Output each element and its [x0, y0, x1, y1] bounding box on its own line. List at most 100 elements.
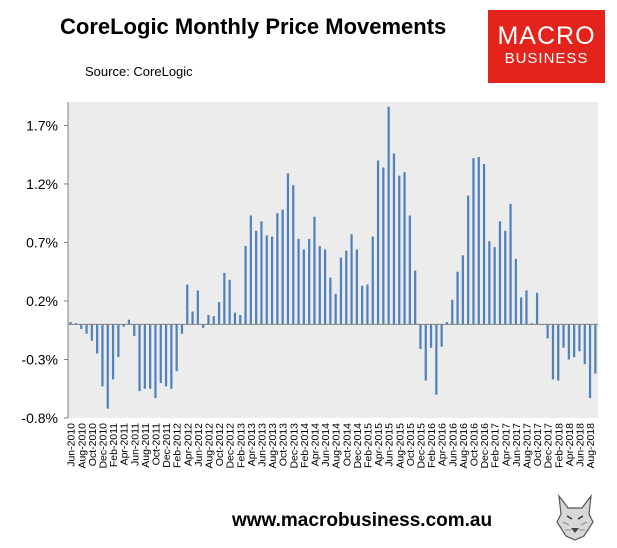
- bar-51: [339, 257, 343, 325]
- bar-62: [398, 175, 401, 325]
- bar-46: [313, 216, 316, 325]
- bar-81: [498, 221, 502, 325]
- bar-15: [149, 324, 152, 389]
- x-tick-label: Oct-2017: [532, 423, 544, 466]
- y-tick-label: -0.3%: [21, 351, 58, 367]
- bar-21: [180, 324, 184, 334]
- x-tick-label: Oct-2010: [87, 423, 99, 466]
- x-tick-label: Dec-2013: [288, 423, 300, 469]
- bar-34: [249, 215, 252, 325]
- bar-83: [509, 203, 512, 325]
- bar-5: [96, 324, 99, 354]
- bar-92: [557, 324, 560, 381]
- bar-72: [451, 299, 454, 325]
- bar-57: [371, 236, 374, 325]
- plot-area: [68, 102, 598, 418]
- bar-79: [488, 241, 491, 325]
- bar-10: [122, 324, 125, 327]
- bar-48: [323, 249, 327, 325]
- x-tick-label: Aug-2016: [458, 423, 470, 469]
- bar-66: [419, 324, 422, 349]
- bar-20: [175, 324, 178, 372]
- x-tick-label: Feb-2015: [362, 423, 374, 468]
- bar-40: [281, 209, 284, 325]
- bar-31: [233, 312, 237, 325]
- bar-98: [588, 324, 592, 399]
- macrobusiness-logo: MACRO BUSINESS: [488, 10, 605, 83]
- x-tick-label: Apr-2014: [309, 423, 321, 466]
- x-tick-label: Jun-2014: [320, 423, 332, 467]
- x-tick-label: Oct-2011: [150, 423, 162, 466]
- bar-99: [594, 324, 597, 374]
- x-tick-label: Dec-2015: [415, 423, 427, 469]
- x-tick-label: Jun-2015: [384, 423, 396, 467]
- bar-41: [286, 173, 290, 325]
- logo-line1: MACRO: [497, 22, 596, 50]
- bar-4: [90, 324, 93, 341]
- x-tick-label: Jun-2011: [129, 423, 141, 466]
- bar-36: [260, 221, 263, 325]
- bar-94: [567, 324, 570, 360]
- bar-56: [366, 284, 369, 325]
- x-tick-label: Feb-2016: [426, 423, 438, 468]
- bar-28: [217, 302, 221, 325]
- bar-29: [223, 272, 226, 325]
- bar-55: [361, 285, 364, 325]
- bar-84: [514, 258, 517, 325]
- bar-49: [329, 277, 332, 325]
- bar-91: [551, 324, 555, 380]
- bar-39: [276, 213, 279, 325]
- bar-53: [350, 234, 353, 325]
- x-tick-label: Apr-2011: [119, 423, 131, 466]
- bar-61: [392, 153, 396, 325]
- x-tick-label: Dec-2014: [352, 423, 364, 469]
- x-tick-label: Feb-2011: [108, 423, 120, 467]
- bar-77: [477, 157, 480, 325]
- bar-38: [270, 236, 274, 325]
- bar-60: [387, 106, 390, 325]
- x-tick-label: Aug-2013: [267, 423, 279, 469]
- bar-9: [117, 324, 120, 358]
- bar-88: [535, 292, 539, 325]
- y-tick-label: 1.2%: [26, 176, 58, 192]
- bar-24: [196, 290, 199, 325]
- x-tick-label: Dec-2017: [543, 423, 555, 469]
- bar-68: [429, 324, 433, 348]
- website-url[interactable]: www.macrobusiness.com.au: [232, 510, 493, 531]
- bar-74: [461, 255, 464, 325]
- bar-0: [69, 322, 72, 325]
- bar-6: [101, 324, 104, 387]
- x-tick-label: Oct-2012: [214, 423, 226, 466]
- bar-86: [525, 290, 528, 325]
- x-tick-label: Feb-2017: [490, 423, 502, 468]
- bar-96: [578, 324, 581, 352]
- bar-42: [292, 185, 295, 325]
- bar-73: [456, 271, 459, 325]
- x-tick-label: Apr-2018: [564, 423, 576, 466]
- bar-37: [265, 235, 268, 325]
- bar-95: [573, 324, 576, 358]
- x-tick-label: Aug-2014: [331, 423, 343, 469]
- bar-82: [504, 230, 507, 325]
- bar-76: [472, 158, 475, 325]
- bar-3: [85, 324, 88, 334]
- bar-30: [228, 279, 231, 325]
- x-tick-label: Apr-2017: [500, 423, 512, 466]
- x-tick-label: Aug-2018: [585, 423, 597, 469]
- logo-line2: BUSINESS: [504, 50, 589, 67]
- bar-93: [562, 324, 565, 348]
- x-tick-label: Apr-2015: [373, 423, 385, 466]
- x-tick-label: Oct-2014: [341, 423, 353, 466]
- bar-67: [424, 324, 427, 381]
- bar-87: [530, 323, 533, 325]
- bar-23: [191, 311, 194, 325]
- bar-43: [297, 238, 300, 325]
- x-tick-label: Aug-2017: [521, 423, 533, 469]
- x-tick-label: Jun-2012: [193, 423, 205, 467]
- bar-69: [435, 324, 438, 395]
- x-tick-label: Oct-2013: [278, 423, 290, 466]
- bar-8: [111, 324, 115, 380]
- x-tick-label: Jun-2010: [66, 423, 78, 467]
- bar-63: [403, 172, 406, 325]
- bar-14: [143, 324, 146, 389]
